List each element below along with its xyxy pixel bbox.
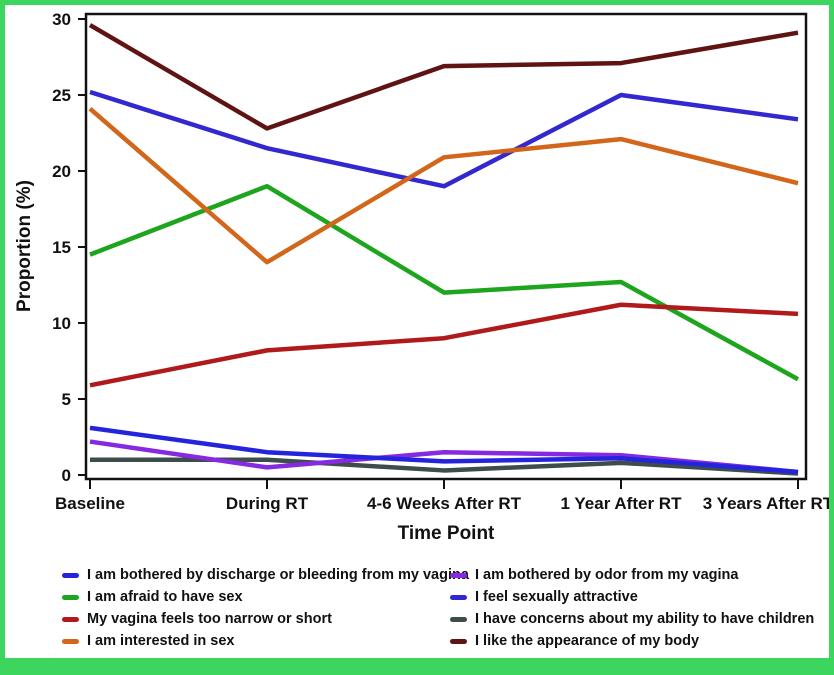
legend-swatch-icon	[450, 594, 467, 600]
legend-item: I am bothered by odor from my vagina	[450, 564, 814, 586]
legend-label: I like the appearance of my body	[475, 633, 700, 649]
y-tick-label: 15	[52, 238, 71, 257]
legend-item: My vagina feels too narrow or short	[62, 608, 450, 630]
x-tick-label: During RT	[226, 494, 309, 513]
legend: I am bothered by discharge or bleeding f…	[5, 564, 829, 652]
series-line-1	[89, 183, 800, 382]
y-tick-label: 25	[52, 86, 71, 105]
x-tick-label: 3 Years After RT	[703, 494, 829, 513]
legend-swatch-icon	[62, 572, 79, 578]
legend-swatch-icon	[450, 572, 467, 578]
legend-label: I am interested in sex	[87, 633, 235, 649]
legend-item: I have concerns about my ability to have…	[450, 608, 814, 630]
y-tick-label: 20	[52, 162, 71, 181]
legend-label: I have concerns about my ability to have…	[475, 611, 815, 627]
y-tick-label: 30	[52, 10, 71, 29]
series-line-3	[88, 106, 799, 265]
line-chart: 0 5 10 15 20 25 30 Baseline During RT 4-6 Weeks …	[14, 10, 829, 544]
series-line-7	[88, 23, 799, 131]
legend-item: I am bothered by discharge or bleeding f…	[62, 564, 469, 586]
x-tick-label: 4-6 Weeks After RT	[367, 494, 522, 513]
series-lines	[88, 23, 800, 476]
legend-column-right: I am bothered by odor from my vagina I f…	[450, 564, 814, 652]
legend-item: I am afraid to have sex	[62, 586, 450, 608]
y-axis-ticks: 0 5 10 15 20 25 30	[52, 10, 86, 485]
y-tick-label: 0	[62, 466, 71, 485]
legend-label: I am afraid to have sex	[87, 589, 243, 605]
series-line-5	[89, 89, 799, 189]
legend-label: I feel sexually attractive	[475, 589, 638, 605]
legend-item: I like the appearance of my body	[450, 630, 814, 652]
legend-label: My vagina feels too narrow or short	[87, 611, 332, 627]
series-line-0	[89, 425, 799, 475]
legend-label: I am bothered by odor from my vagina	[475, 567, 739, 583]
legend-column-left: I am bothered by discharge or bleeding f…	[62, 564, 469, 652]
legend-swatch-icon	[62, 616, 79, 622]
legend-swatch-icon	[62, 594, 79, 600]
legend-swatch-icon	[450, 638, 467, 644]
legend-item: I feel sexually attractive	[450, 586, 814, 608]
series-line-2	[89, 302, 799, 388]
y-tick-label: 10	[52, 314, 71, 333]
x-axis-ticks: Baseline During RT 4-6 Weeks After RT 1 Yea…	[55, 479, 829, 513]
y-axis-title: Proportion (%)	[14, 180, 35, 312]
legend-item: I am interested in sex	[62, 630, 450, 652]
x-tick-label: Baseline	[55, 494, 125, 513]
y-tick-label: 5	[62, 390, 71, 409]
legend-swatch-icon	[450, 616, 467, 622]
legend-label: I am bothered by discharge or bleeding f…	[87, 567, 469, 583]
x-tick-label: 1 Year After RT	[561, 494, 683, 513]
legend-swatch-icon	[62, 638, 79, 644]
figure-canvas: 0 5 10 15 20 25 30 Baseline During RT 4-6 Weeks …	[5, 5, 829, 658]
x-axis-title: Time Point	[398, 523, 495, 544]
